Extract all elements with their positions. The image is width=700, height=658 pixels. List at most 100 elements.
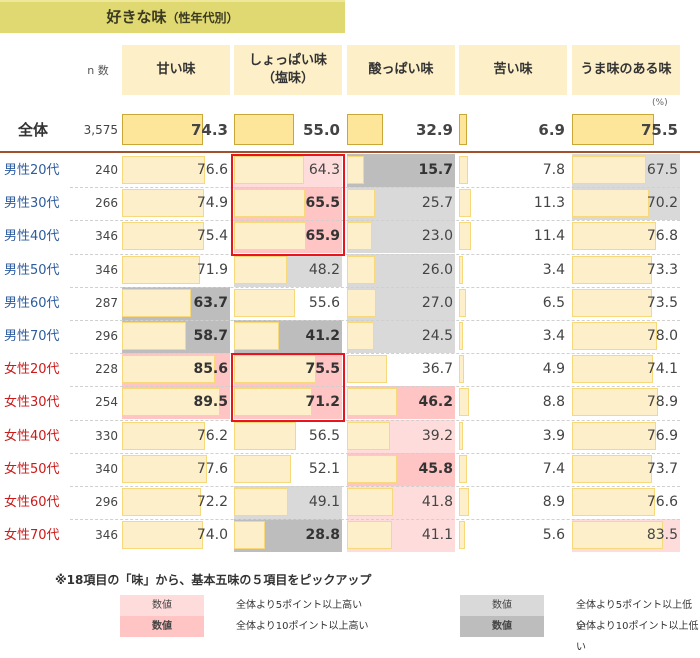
value-text: 11.4 [533, 228, 565, 245]
value-cell: 6.5 [459, 287, 567, 320]
value-text: 58.7 [193, 328, 228, 344]
value-bar [347, 488, 393, 516]
table-row: 男性30代 266 74.9 65.5 25.7 11.3 70.2 [0, 187, 700, 221]
value-text: 3.4 [542, 328, 565, 344]
value-text: 73.7 [646, 460, 678, 477]
value-text: 71.9 [196, 261, 228, 278]
column-header: うま味のある味 [572, 45, 680, 95]
row-n-count: 346 [95, 262, 118, 277]
value-text: 8.8 [542, 394, 565, 411]
value-bar [459, 355, 465, 384]
value-bar [234, 156, 305, 184]
value-cell: 75.5 [234, 353, 342, 387]
row-n-count: 240 [95, 163, 118, 177]
value-cell: 89.5 [122, 386, 230, 420]
table-row: 女性70代 346 74.0 28.8 41.1 5.6 83.5 [0, 519, 700, 553]
value-cell: 11.3 [459, 187, 567, 220]
legend-text: 全体より10ポイント以上低い [576, 621, 699, 653]
row-divider [70, 519, 680, 521]
value-bar [459, 322, 463, 350]
value-cell: 55.0 [234, 114, 342, 147]
value-cell: 73.3 [572, 254, 680, 287]
value-bar [122, 355, 216, 384]
value-bar [234, 421, 296, 450]
value-bar [572, 488, 656, 516]
value-bar [122, 114, 203, 145]
value-text: 27.0 [421, 294, 453, 311]
value-bar [572, 521, 663, 550]
n-count-header: n 数 [87, 64, 109, 77]
row-label: 女性40代 [4, 428, 60, 444]
value-text: 32.9 [415, 121, 453, 139]
value-text: 41.1 [421, 527, 453, 544]
title-sub: （性年代別） [166, 11, 239, 25]
total-label: 全体 [18, 121, 49, 139]
value-cell: 83.5 [572, 519, 680, 553]
value-bar [122, 488, 201, 516]
value-bar [347, 355, 387, 384]
table-row: 女性40代 330 76.2 56.5 39.2 3.9 76.9 [0, 419, 700, 453]
legend-swatch-lo5: 数値 [460, 595, 544, 616]
value-text: 55.0 [302, 121, 340, 139]
title-main: 好きな味 [106, 8, 167, 26]
value-cell: 63.7 [122, 286, 230, 320]
legend-swatch-hi5: 数値 [120, 595, 204, 616]
value-bar [459, 388, 469, 417]
percent-unit: (%) [652, 98, 668, 108]
value-bar [347, 288, 377, 317]
value-bar [122, 288, 192, 317]
row-n-count: 330 [95, 428, 118, 443]
row-label: 女性70代 [4, 528, 60, 544]
value-bar [459, 255, 463, 284]
value-cell: 78.9 [572, 386, 680, 419]
legend-swatch-hi10: 数値 [120, 616, 204, 637]
table-row: 女性50代 340 77.6 52.1 45.8 7.4 73.7 [0, 452, 700, 486]
value-text: 67.5 [646, 162, 678, 178]
legend-swatch-lo10: 数値 [460, 616, 544, 637]
row-divider [70, 353, 680, 355]
value-text: 74.9 [196, 195, 228, 212]
value-bar [234, 222, 306, 251]
total-row: 全体 3,575 74.3 55.0 32.9 6.9 75.5 [0, 114, 700, 147]
value-text: 39.2 [421, 427, 453, 444]
value-text: 74.1 [646, 361, 678, 378]
value-bar [572, 322, 658, 350]
value-bar [234, 322, 279, 350]
value-text: 89.5 [193, 394, 228, 411]
row-n-count: 296 [95, 329, 118, 343]
value-text: 74.3 [190, 121, 228, 139]
value-text: 76.2 [196, 427, 228, 444]
value-text: 46.2 [418, 394, 453, 411]
value-cell: 70.2 [572, 187, 680, 221]
row-n-count: 287 [95, 295, 118, 310]
value-cell: 41.1 [347, 519, 455, 553]
row-divider [70, 452, 680, 454]
value-bar [459, 156, 468, 184]
value-cell: 72.2 [122, 486, 230, 519]
value-cell: 75.4 [122, 220, 230, 253]
value-text: 52.1 [308, 460, 340, 477]
highlight-box-female-salty [231, 353, 345, 422]
table-row: 男性70代 296 58.7 41.2 24.5 3.4 78.0 [0, 320, 700, 353]
value-text: 65.5 [305, 195, 340, 212]
value-bar [122, 454, 207, 483]
value-text: 76.9 [646, 427, 678, 444]
value-text: 26.0 [421, 261, 453, 278]
value-bar [122, 255, 201, 284]
row-label: 女性60代 [4, 495, 60, 510]
row-divider [70, 220, 680, 222]
legend-text: 全体より10ポイント以上高い [236, 621, 369, 632]
legend-text: 全体より5ポイント以上高い [236, 600, 363, 611]
row-n-count: 340 [95, 461, 118, 476]
value-text: 41.2 [305, 328, 340, 344]
value-bar [234, 114, 294, 145]
value-text: 78.9 [646, 394, 678, 411]
value-cell: 73.7 [572, 453, 680, 486]
table-row: 男性40代 346 75.4 65.9 23.0 11.4 76.8 [0, 220, 700, 254]
value-text: 4.9 [542, 361, 565, 378]
value-bar [122, 322, 186, 350]
value-text: 76.8 [646, 228, 678, 245]
value-text: 55.6 [308, 294, 340, 311]
value-bar [459, 189, 472, 218]
value-cell: 76.6 [122, 154, 230, 187]
